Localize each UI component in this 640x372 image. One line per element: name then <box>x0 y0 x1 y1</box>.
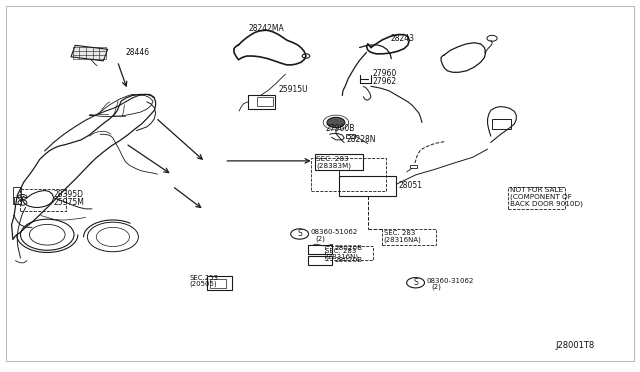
Bar <box>311 158 387 191</box>
Text: (20505): (20505) <box>189 281 217 288</box>
Bar <box>508 187 565 209</box>
Bar <box>14 198 20 204</box>
Text: SEC.253: SEC.253 <box>189 275 218 281</box>
Bar <box>339 176 396 196</box>
Bar <box>248 95 275 109</box>
Text: 28395D: 28395D <box>54 190 84 199</box>
Bar <box>382 229 436 245</box>
Text: BACK DOOR 9010D): BACK DOOR 9010D) <box>510 201 583 207</box>
Bar <box>257 97 273 106</box>
Bar <box>410 165 417 168</box>
Bar <box>210 279 226 288</box>
Circle shape <box>406 278 424 288</box>
Bar <box>492 119 511 129</box>
Circle shape <box>327 117 345 128</box>
Bar <box>308 245 332 254</box>
Text: 28228N: 28228N <box>347 135 376 144</box>
Text: 27960: 27960 <box>372 69 397 78</box>
Text: 28243: 28243 <box>390 34 414 43</box>
Text: (2): (2) <box>315 235 324 242</box>
Text: 27960B: 27960B <box>325 124 355 133</box>
Text: SEC. 283: SEC. 283 <box>316 156 349 162</box>
Text: 28020B: 28020B <box>334 257 362 263</box>
Text: 28051: 28051 <box>398 181 422 190</box>
Text: 25915U: 25915U <box>278 85 308 94</box>
Text: (28316N): (28316N) <box>325 254 358 260</box>
Text: 28242MA: 28242MA <box>248 24 284 33</box>
Text: (28383M): (28383M) <box>316 163 351 169</box>
Text: 08360-31062: 08360-31062 <box>426 278 474 283</box>
Text: (28316NA): (28316NA) <box>384 237 422 243</box>
Bar <box>308 256 332 265</box>
Text: NOT FOR SALE: NOT FOR SALE <box>510 187 563 193</box>
Text: (COMPONENT OF: (COMPONENT OF <box>510 194 572 201</box>
Text: S: S <box>413 278 418 287</box>
Text: 28020B: 28020B <box>334 245 362 251</box>
Text: 08360-51062: 08360-51062 <box>310 229 358 235</box>
Bar <box>20 189 66 211</box>
Text: 28446: 28446 <box>125 48 150 57</box>
Bar <box>13 187 21 203</box>
Text: (2): (2) <box>431 284 442 291</box>
Text: S: S <box>297 230 302 238</box>
Bar <box>207 276 232 290</box>
Text: J28001T8: J28001T8 <box>556 341 595 350</box>
Text: 27962: 27962 <box>372 77 396 86</box>
Text: 25975M: 25975M <box>54 198 84 207</box>
Text: SEC. 283: SEC. 283 <box>384 230 415 236</box>
Bar <box>316 154 363 170</box>
Bar <box>346 134 355 138</box>
Bar <box>324 246 372 260</box>
FancyBboxPatch shape <box>71 45 108 61</box>
Circle shape <box>291 229 308 239</box>
Text: SEC. 283: SEC. 283 <box>325 248 356 254</box>
